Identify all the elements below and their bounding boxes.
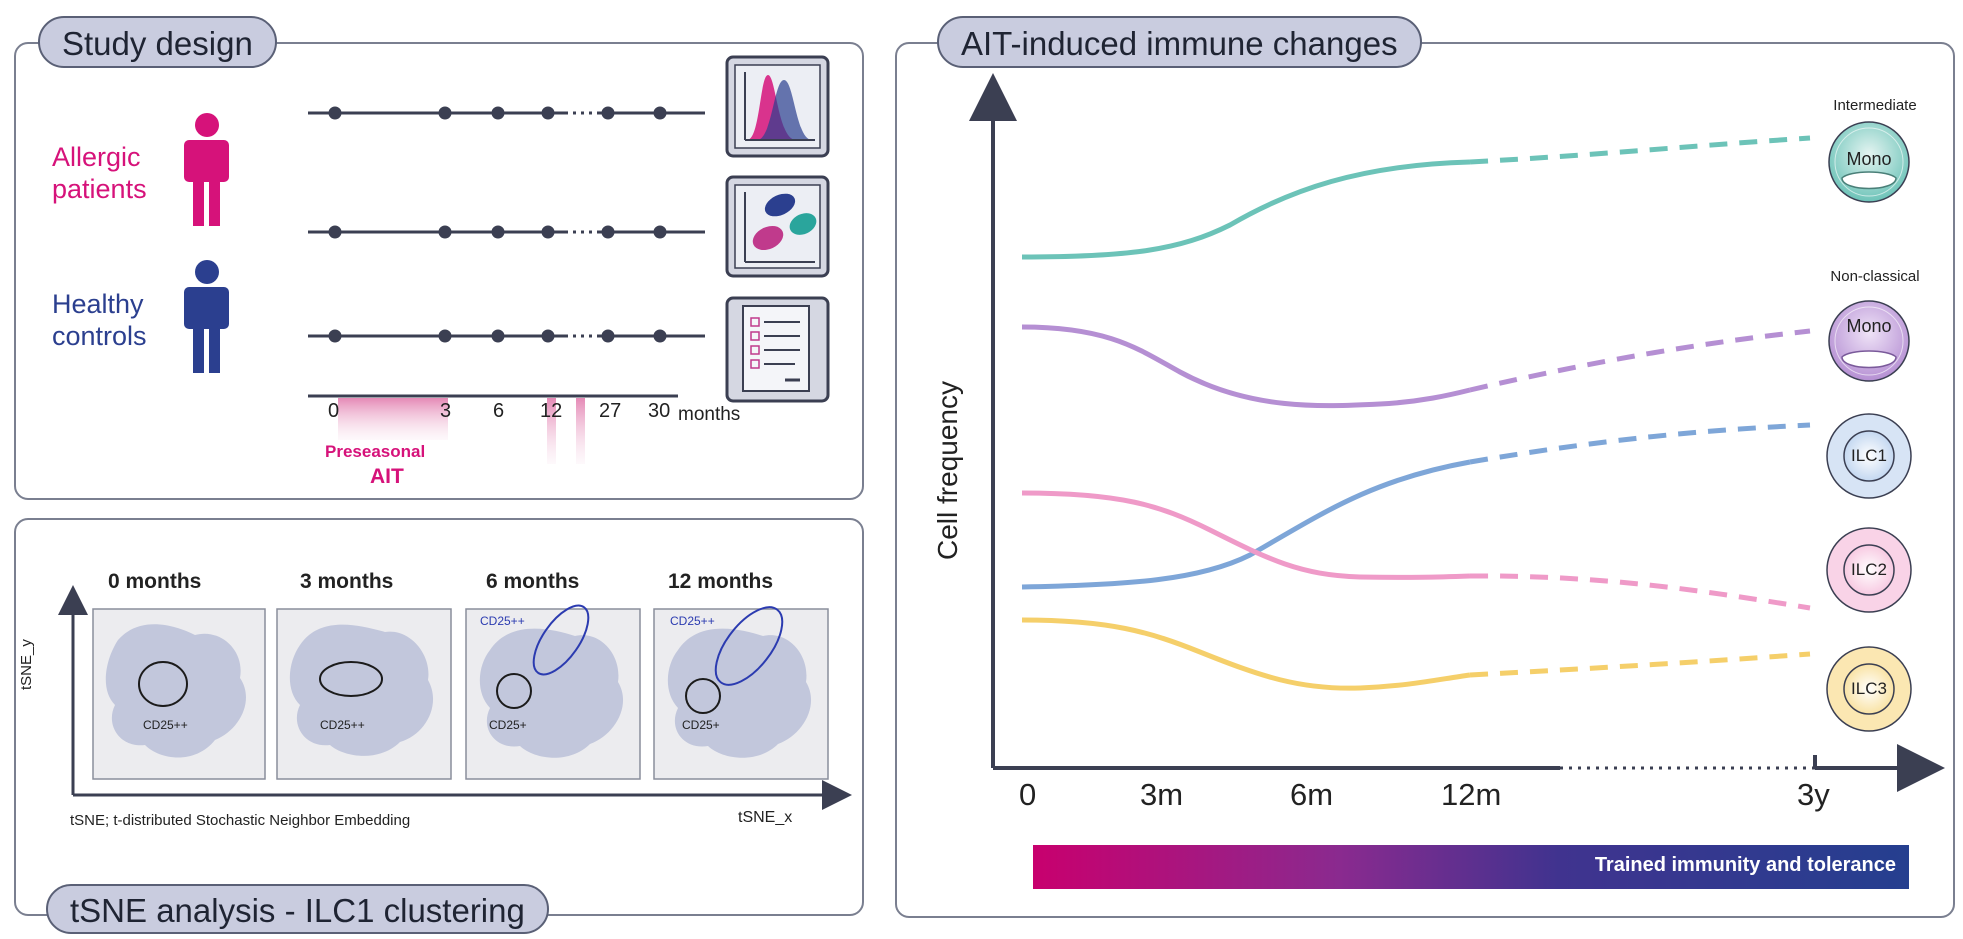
tsne-plot-3 (653, 606, 829, 780)
cell-top-label: Intermediate (1833, 97, 1917, 114)
ilc3-curve (1021, 617, 1811, 691)
month-tick: 27 (599, 400, 622, 422)
month-tick: 12 (540, 400, 563, 422)
cluster-label: CD25+ (682, 718, 720, 732)
tsne-plot-0 (92, 608, 266, 780)
cluster-label: CD25+ (489, 718, 527, 732)
study-design-title: Study design (38, 16, 277, 68)
month-tick: 3 (440, 400, 452, 422)
timeline-row (308, 106, 705, 120)
tsne-plot-2 (465, 604, 641, 780)
ilc2-cell-icon (1826, 527, 1912, 613)
allergic-label-line2: patients (52, 174, 147, 204)
timeline-row (308, 329, 705, 343)
trained-immunity-label: Trained immunity and tolerance (1594, 854, 1896, 876)
treatment-label-line2: AIT (370, 465, 404, 488)
cell-name: Mono (1846, 316, 1892, 336)
tsne-plot-1 (276, 608, 452, 780)
nonclassical-mono-cell-icon (1828, 300, 1910, 382)
timeline-row (308, 225, 705, 239)
intermediate-mono-curve (1021, 135, 1811, 260)
tsne-panel-title: 6 months (486, 570, 580, 593)
x-tick: 0 (1019, 777, 1037, 812)
month-unit: months (678, 404, 741, 425)
ilc3-cell-icon (1826, 646, 1912, 732)
study-design-graphic (184, 55, 830, 464)
immune-title: AIT-induced immune changes (937, 16, 1422, 68)
month-tick: 6 (493, 400, 505, 422)
histogram-icon (725, 55, 830, 158)
cell-frequency-axis-label: Cell frequency (932, 381, 963, 560)
scatter-clusters-icon (725, 175, 830, 278)
trained-immunity-bar (1033, 845, 1909, 889)
tsne-title: tSNE analysis - ILC1 clustering (46, 884, 549, 934)
intermediate-mono-cell-icon (1828, 121, 1910, 203)
tsne-panel-title: 3 months (300, 570, 394, 593)
cluster-label: CD25++ (143, 718, 188, 732)
cell-name: Mono (1846, 149, 1892, 169)
tsne-footnote: tSNE; t-distributed Stochastic Neighbor … (70, 812, 411, 829)
treatment-label-line1: Preseasonal (325, 442, 426, 461)
ilc2-curve (1021, 490, 1811, 611)
cell-top-label: Non-classical (1830, 268, 1920, 285)
ilc1-curve (1021, 422, 1811, 590)
healthy-label-line1: Healthy (52, 289, 144, 319)
allergic-person-icon (184, 113, 229, 226)
month-axis (308, 394, 678, 464)
cell-name: ILC2 (1851, 560, 1887, 579)
tsne-panel-title: 0 months (108, 570, 202, 593)
healthy-label-line2: controls (52, 321, 147, 351)
healthy-person-icon (184, 260, 229, 373)
x-tick: 3y (1797, 777, 1830, 812)
tsne-panel-title: 12 months (668, 570, 774, 593)
cell-name: ILC3 (1851, 679, 1887, 698)
cluster-label-upper: CD25++ (670, 614, 715, 628)
x-tick: 3m (1140, 777, 1184, 812)
ilc1-cell-icon (1826, 413, 1912, 499)
month-tick: 0 (328, 400, 340, 422)
x-tick: 12m (1441, 777, 1502, 812)
immune-panel (895, 42, 1955, 918)
questionnaire-icon (725, 296, 830, 403)
tsne-x-axis-label: tSNE_x (738, 809, 793, 826)
allergic-label-line1: Allergic (52, 142, 141, 172)
cluster-label: CD25++ (320, 718, 365, 732)
nonclassical-mono-curve (1021, 324, 1811, 409)
cell-name: ILC1 (1851, 446, 1887, 465)
month-tick: 30 (648, 400, 671, 422)
tsne-axes (58, 585, 852, 810)
x-tick: 6m (1290, 777, 1334, 812)
immune-axes (969, 73, 1945, 792)
cluster-label-upper: CD25++ (480, 614, 525, 628)
tsne-graphic (58, 585, 852, 810)
